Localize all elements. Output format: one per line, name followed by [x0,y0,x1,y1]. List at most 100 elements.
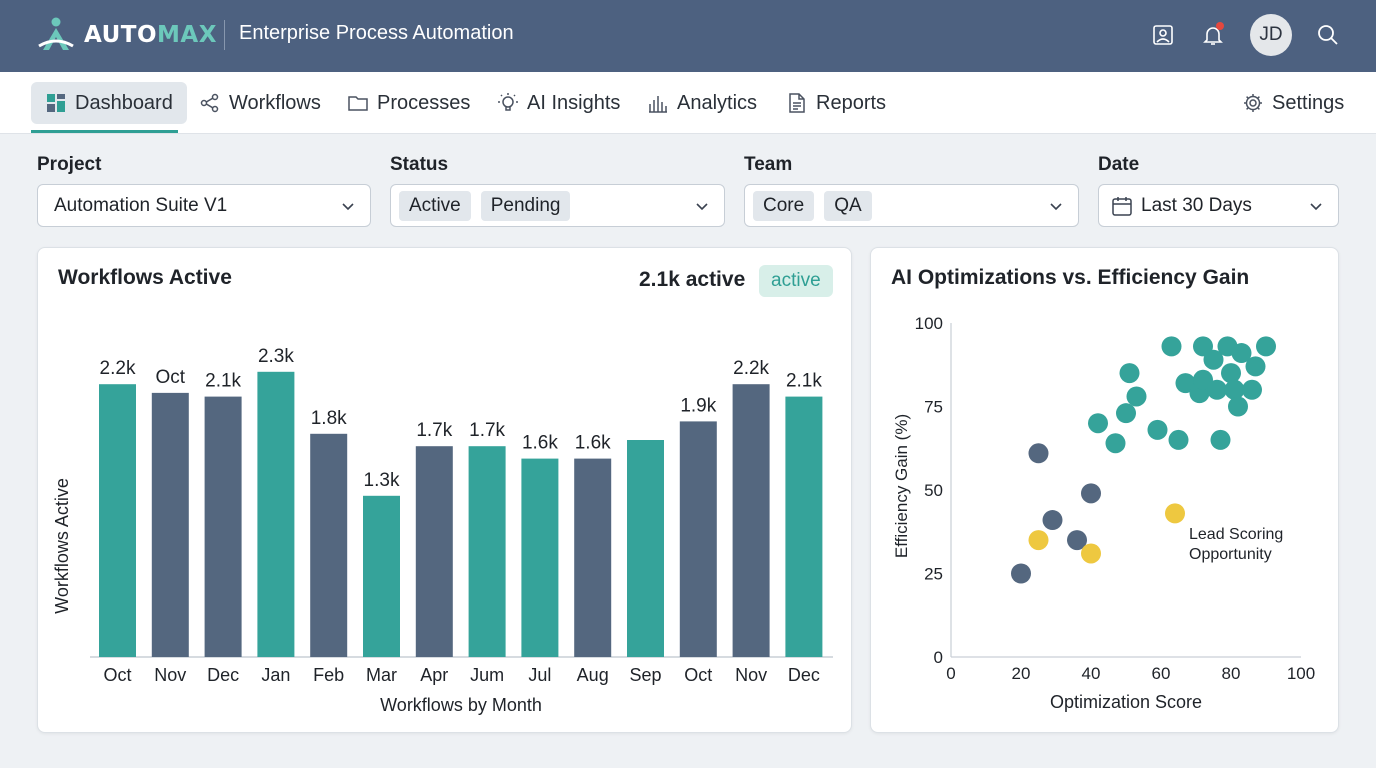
bar [732,384,770,657]
tab-processes-label: Processes [377,91,471,114]
status-select[interactable]: Active Pending [390,184,725,227]
app-title: Enterprise Process Automation [239,22,514,44]
team-select[interactable]: Core QA [744,184,1079,227]
scatter-point [1028,530,1049,551]
tab-reports[interactable]: Reports [786,82,886,124]
ai-optimizations-card: AI Optimizations vs. Efficiency Gain Eff… [870,247,1339,733]
bar-value-label: 2.2k [733,358,769,379]
x-tick-label: 60 [1152,664,1171,683]
bar-value-label: 1.6k [575,433,611,454]
bar [99,384,136,657]
logo-text-auto: AUTO [84,22,158,48]
tab-dashboard-label: Dashboard [75,91,173,114]
bar [785,396,823,657]
lightbulb-icon [498,93,518,111]
scatter-point [1228,396,1248,417]
folder-icon [348,96,368,111]
x-tick-label: Dec [207,665,239,685]
tab-analytics-label: Analytics [677,91,758,114]
x-tick-label: Mar [366,665,397,685]
settings-button[interactable]: Settings [1242,82,1344,124]
scatter-point [1207,379,1227,400]
status-chip-active[interactable]: Active [399,190,471,221]
tab-ai-insights[interactable]: AI Insights [497,82,620,124]
bar-value-label: 1.6k [522,433,558,454]
tab-dashboard[interactable]: Dashboard [31,82,187,124]
active-count-stat: 2.1k active [639,268,746,291]
bell-icon[interactable] [1198,20,1228,50]
scatter-point [1088,413,1108,434]
bar [257,371,295,657]
x-tick-label: 40 [1082,664,1101,683]
settings-label: Settings [1272,91,1345,114]
bar [468,446,506,657]
x-tick-label: 80 [1222,664,1241,683]
x-tick-label: Oct [684,665,712,685]
scatter-point [1126,386,1147,407]
tab-workflows-label: Workflows [229,91,321,114]
x-tick-label: Jul [528,665,551,685]
x-tick-label: Nov [735,665,767,685]
header-divider [224,20,225,50]
status-badge: active [759,265,833,297]
bar [627,440,664,657]
search-icon[interactable] [1313,20,1343,50]
tab-reports-label: Reports [816,91,887,114]
scatter-point [1203,349,1224,370]
scatter-point [1081,543,1101,564]
bar-value-label: 1.3k [364,470,400,491]
bar [679,421,717,657]
bar [521,458,559,657]
nav-bar: Dashboard Workflows Processes AI Insight… [0,72,1376,134]
y-tick-label: 25 [924,565,943,584]
y-tick-label: 100 [915,314,943,333]
x-tick-label: Jum [470,665,504,685]
bar [363,495,400,657]
scatter-point [1067,530,1087,551]
team-chip-core[interactable]: Core [753,190,815,221]
x-tick-label: 0 [946,664,955,683]
active-tab-indicator [31,130,178,133]
date-select[interactable]: Last 30 Days [1098,184,1339,227]
scatter-point [1028,443,1049,464]
x-tick-label: 100 [1287,664,1315,683]
top-header: AUTOMAX Enterprise Process Automation JD [0,0,1376,72]
date-value: Last 30 Days [1141,194,1252,216]
app-logo[interactable]: AUTOMAX [36,16,217,54]
team-chip-qa[interactable]: QA [824,190,872,221]
logo-text: AUTOMAX [84,22,217,48]
bar-value-label: 2.1k [205,371,241,392]
scatter-point [1042,510,1063,531]
image-icon[interactable] [1148,20,1178,50]
scatter-point [1210,429,1231,450]
bar-y-axis-label: Workflows Active [52,478,72,614]
bar-value-label: 1.7k [469,420,505,441]
scatter-point [1161,336,1182,357]
project-select[interactable]: Automation Suite V1 [37,184,371,227]
tab-analytics[interactable]: Analytics [647,82,757,124]
status-chip-pending[interactable]: Pending [480,190,571,221]
scatter-point [1175,373,1196,394]
tab-workflows[interactable]: Workflows [199,82,321,124]
scatter-point [1245,356,1266,377]
scatter-point [1081,483,1101,504]
bar [574,458,612,657]
x-tick-label: Sep [629,665,661,685]
scatter-card-title: AI Optimizations vs. Efficiency Gain [891,266,1250,289]
bar-x-axis-label: Workflows by Month [380,695,542,715]
dashboard-icon [47,94,65,112]
avatar[interactable]: JD [1250,14,1292,56]
x-tick-label: Nov [154,665,186,685]
scatter-point [1165,503,1185,524]
bar-value-label: 2.1k [786,371,822,392]
notification-dot [1216,22,1224,30]
gear-icon [1244,94,1262,112]
tab-processes[interactable]: Processes [347,82,470,124]
bar-card-title: Workflows Active [58,266,232,289]
chevron-down-icon [342,203,354,211]
scatter-point [1242,379,1262,400]
bar-value-label: 2.2k [100,358,136,379]
bar-value-label: 1.9k [680,395,716,416]
bar [204,396,242,657]
bar [415,446,453,657]
